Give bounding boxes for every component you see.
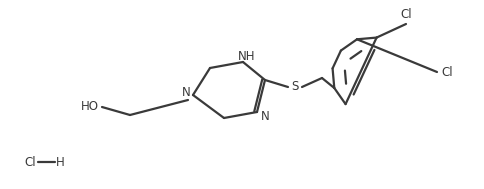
Text: NH: NH	[238, 50, 256, 63]
Text: S: S	[291, 81, 299, 94]
Text: H: H	[56, 156, 64, 169]
Text: Cl: Cl	[441, 66, 453, 78]
Text: Cl: Cl	[24, 156, 36, 169]
Text: Cl: Cl	[400, 8, 412, 20]
Text: N: N	[182, 87, 190, 99]
Text: HO: HO	[81, 101, 99, 114]
Text: N: N	[260, 111, 270, 123]
